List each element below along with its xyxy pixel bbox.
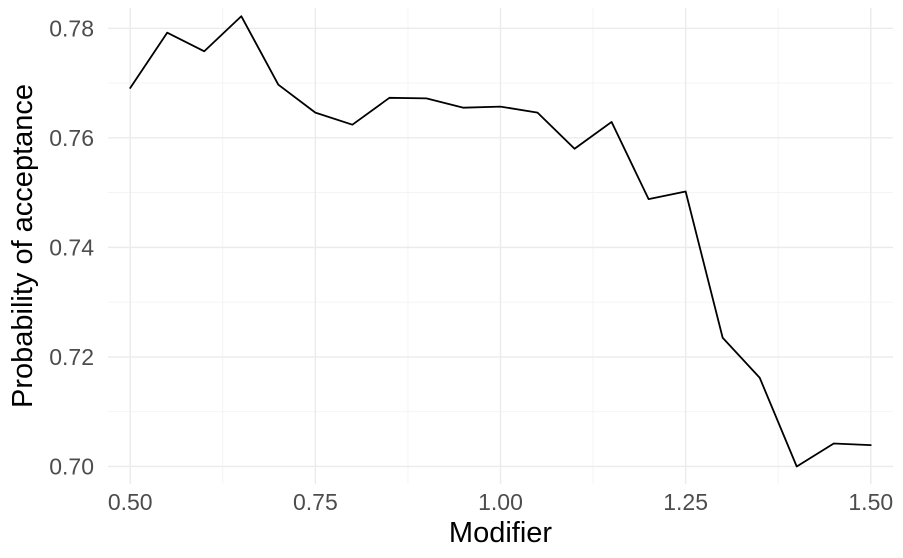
x-tick-label: 1.50 (848, 489, 893, 515)
x-axis-title: Modifier (449, 517, 552, 549)
y-tick-label: 0.74 (49, 234, 94, 260)
y-tick-label: 0.78 (49, 15, 94, 41)
series-line (129, 15, 872, 468)
major-gridlines (108, 8, 893, 484)
series-layer (129, 15, 872, 468)
y-tick-label: 0.70 (49, 453, 94, 479)
x-tick-label: 0.50 (108, 489, 153, 515)
x-axis-tick-labels: 0.50 0.75 1.00 1.25 1.50 (108, 489, 893, 515)
x-tick-label: 0.75 (293, 489, 338, 515)
x-tick-label: 1.25 (663, 489, 708, 515)
y-tick-label: 0.72 (49, 344, 94, 370)
y-tick-label: 0.76 (49, 125, 94, 151)
x-tick-label: 1.00 (478, 489, 523, 515)
y-axis-tick-labels: 0.70 0.72 0.74 0.76 0.78 (49, 15, 94, 479)
y-axis-title: Probability of acceptance (7, 84, 39, 408)
